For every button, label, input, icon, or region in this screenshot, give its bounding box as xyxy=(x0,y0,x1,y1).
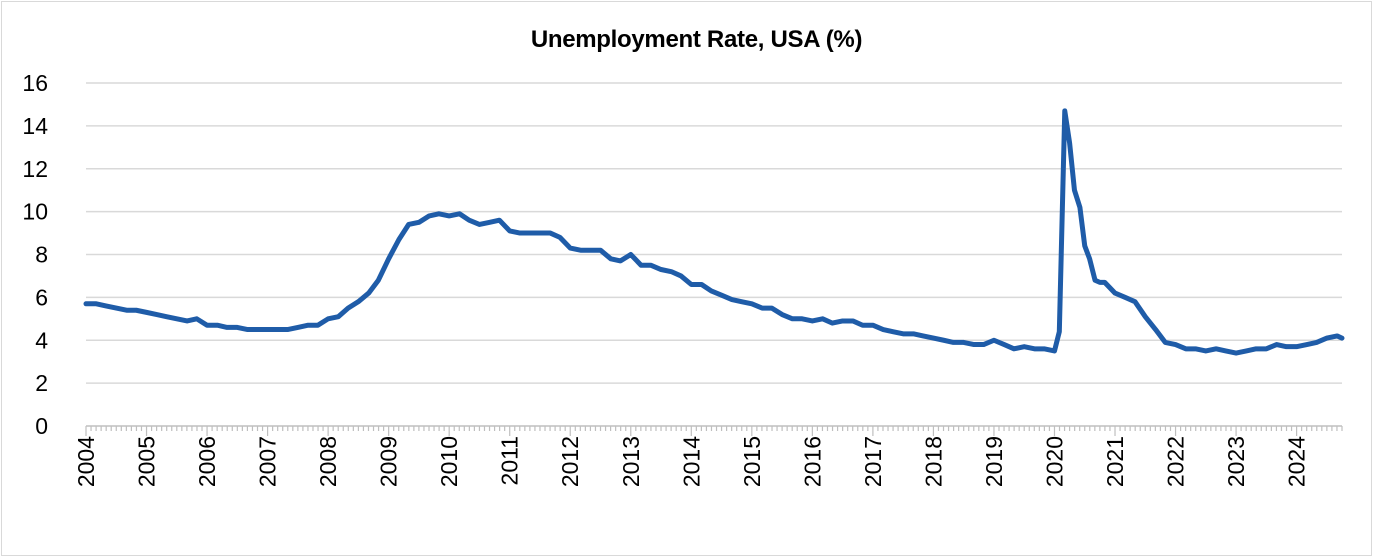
chart-title: Unemployment Rate, USA (%) xyxy=(530,26,863,53)
x-tick-label: 2017 xyxy=(860,436,886,487)
x-tick-label: 2024 xyxy=(1284,436,1310,487)
x-tick-label: 2023 xyxy=(1223,436,1249,487)
x-tick-label: 2007 xyxy=(255,436,281,487)
x-tick-label: 2010 xyxy=(436,436,462,487)
y-tick-label: 4 xyxy=(35,327,48,353)
y-tick-label: 8 xyxy=(35,242,48,268)
x-tick-label: 2008 xyxy=(315,436,341,487)
series-line xyxy=(83,108,1345,356)
x-tick-label: 2011 xyxy=(497,436,523,485)
x-tick-label: 2018 xyxy=(920,436,946,487)
x-tick-label: 2012 xyxy=(557,436,583,487)
x-tick-label: 2014 xyxy=(678,436,704,487)
y-tick-label: 6 xyxy=(35,284,48,310)
x-tick-label: 2004 xyxy=(73,436,99,487)
y-axis: 0 2 4 6 8 10 12 14 16 xyxy=(22,70,48,439)
y-tick-label: 2 xyxy=(35,370,48,396)
y-tick-label: 0 xyxy=(35,413,48,439)
x-tick-label: 2020 xyxy=(1041,436,1067,487)
y-tick-label: 14 xyxy=(22,113,48,139)
y-tick-label: 12 xyxy=(22,156,48,182)
gridlines xyxy=(86,82,1342,384)
x-tick-label: 2016 xyxy=(799,436,825,487)
x-tick-label: 2021 xyxy=(1102,436,1128,487)
y-tick-label: 16 xyxy=(22,70,48,96)
x-tick-label: 2005 xyxy=(134,436,160,487)
x-axis: 2004 2005 2006 2007 2008 2009 2010 2011 2012 2013… xyxy=(73,425,1343,487)
plot-area xyxy=(83,108,1345,356)
x-tick-label: 2015 xyxy=(739,436,765,487)
y-tick-label: 10 xyxy=(22,199,48,225)
x-tick-label: 2013 xyxy=(618,436,644,487)
x-tick-label: 2019 xyxy=(981,436,1007,487)
x-tick-label: 2022 xyxy=(1163,436,1189,487)
x-tick-label: 2006 xyxy=(194,436,220,487)
x-tick-label: 2009 xyxy=(376,436,402,487)
